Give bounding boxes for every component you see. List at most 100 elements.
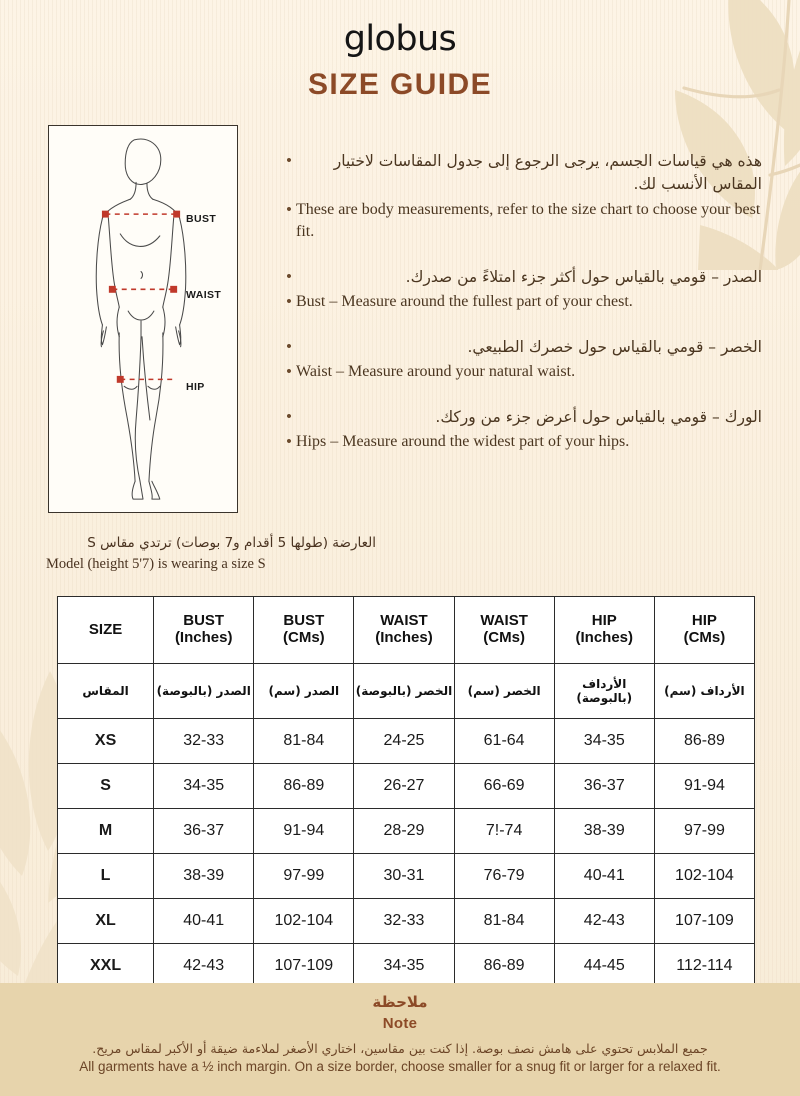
- table-row: S 34-35 86-89 26-27 66-69 36-37 91-94: [56, 763, 756, 809]
- cell-waist-inches: 28-29: [353, 808, 455, 854]
- header-size-line1: SIZE: [88, 620, 123, 638]
- bust-label: BUST: [186, 213, 217, 225]
- model-caption: العارضة (طولها 5 أقدام و7 بوصات) ترتدي م…: [46, 534, 376, 575]
- cell-bust-cms: 81-84: [253, 718, 355, 764]
- cell-waist-inches: 30-31: [353, 853, 455, 899]
- cell-bust-inches: 42-43: [153, 943, 255, 989]
- cell-size: XXL: [56, 943, 155, 989]
- model-caption-arabic: العارضة (طولها 5 أقدام و7 بوصات) ترتدي م…: [87, 535, 376, 551]
- waist-marker-right: [170, 285, 178, 293]
- instruction-group-bust: • الصدر – قومي بالقياس حول أكثر جزء امتل…: [282, 266, 762, 314]
- cell-hip-inches: 36-37: [553, 763, 655, 809]
- cell-waist-cms: 76-79: [453, 853, 555, 899]
- header-hip-cms: HIP (CMs): [653, 596, 756, 664]
- hip-label: HIP: [186, 381, 205, 393]
- header-hip-inches: HIP (Inches): [553, 596, 655, 664]
- bullet-icon: •: [286, 407, 292, 425]
- bullet-icon: •: [286, 433, 292, 451]
- cell-waist-inches: 32-33: [353, 898, 455, 944]
- cell-bust-inches: 40-41: [153, 898, 255, 944]
- cell-waist-inches: 26-27: [353, 763, 455, 809]
- cell-size: L: [56, 853, 155, 899]
- header-line2: (Inches): [575, 629, 634, 646]
- cell-size: M: [56, 808, 155, 854]
- table-header-row-english: SIZE BUST (Inches) BUST (CMs) WAIST (Inc…: [56, 596, 756, 664]
- table-row: M 36-37 91-94 28-29 7!-74 38-39 97-99: [56, 808, 756, 854]
- cell-hip-inches: 42-43: [553, 898, 655, 944]
- model-caption-english: Model (height 5'7) is wearing a size S: [46, 555, 266, 572]
- header-ar-hip-cms: الأرداف (سم): [653, 663, 756, 719]
- cell-size: XL: [56, 898, 155, 944]
- measurement-instructions: • هذه هي قياسات الجسم، يرجى الرجوع إلى ج…: [282, 150, 762, 476]
- cell-bust-inches: 36-37: [153, 808, 255, 854]
- instruction-english: Hips – Measure around the widest part of…: [296, 433, 630, 451]
- cell-hip-inches: 38-39: [553, 808, 655, 854]
- model-illustration: [48, 125, 238, 513]
- bust-marker-right: [173, 210, 181, 218]
- header-size: SIZE: [56, 596, 155, 664]
- table-row: L 38-39 97-99 30-31 76-79 40-41 102-104: [56, 853, 756, 899]
- cell-waist-cms: 7!-74: [453, 808, 555, 854]
- waist-marker-left: [108, 285, 116, 293]
- cell-hip-inches: 34-35: [553, 718, 655, 764]
- cell-hip-cms: 112-114: [653, 943, 756, 989]
- cell-hip-cms: 97-99: [653, 808, 756, 854]
- bullet-icon: •: [286, 363, 292, 381]
- cell-hip-inches: 40-41: [553, 853, 655, 899]
- page-title: SIZE GUIDE: [307, 68, 493, 101]
- header-line2: (CMs): [283, 629, 325, 646]
- cell-hip-inches: 44-45: [553, 943, 655, 989]
- header-line2: (Inches): [375, 629, 433, 646]
- cell-size: S: [56, 763, 155, 809]
- cell-bust-inches: 38-39: [153, 853, 255, 899]
- header-line1: WAIST: [380, 612, 428, 630]
- cell-waist-cms: 66-69: [453, 763, 555, 809]
- header-waist-cms: WAIST (CMs): [453, 596, 555, 664]
- bullet-icon: •: [286, 337, 292, 355]
- cell-hip-cms: 107-109: [653, 898, 756, 944]
- cell-waist-cms: 86-89: [453, 943, 555, 989]
- cell-bust-cms: 86-89: [253, 763, 355, 809]
- cell-size: XS: [56, 718, 155, 764]
- note-body-arabic: جميع الملابس تحتوي على هامش نصف بوصة. إذ…: [92, 1041, 708, 1056]
- cell-hip-cms: 91-94: [653, 763, 756, 809]
- header-ar-size: المقاس: [56, 663, 155, 719]
- cell-bust-inches: 34-35: [153, 763, 255, 809]
- note-footer: ملاحظة Note جميع الملابس تحتوي على هامش …: [0, 983, 800, 1096]
- cell-waist-inches: 34-35: [353, 943, 455, 989]
- female-body-figure-icon: [95, 138, 187, 500]
- table-header-row-arabic: المقاس الصدر (بالبوصة) الصدر (سم) الخصر …: [56, 663, 756, 719]
- cell-hip-cms: 86-89: [653, 718, 756, 764]
- header-line1: HIP: [591, 612, 617, 630]
- instruction-english: These are body measurements, refer to th…: [296, 200, 761, 241]
- header-ar-hip-inches: الأرداف (بالبوصة): [553, 663, 655, 719]
- note-body-english: All garments have a ½ inch margin. On a …: [79, 1059, 721, 1074]
- cell-waist-cms: 81-84: [453, 898, 555, 944]
- instruction-group-waist: • الخصر – قومي بالقياس حول خصرك الطبيعي.…: [282, 336, 762, 384]
- header-ar-bust-inches: الصدر (بالبوصة): [153, 663, 255, 719]
- table-row: XS 32-33 81-84 24-25 61-64 34-35 86-89: [56, 718, 756, 764]
- bust-marker-left: [101, 210, 109, 218]
- header-waist-inches: WAIST (Inches): [353, 596, 455, 664]
- header-line1: BUST: [283, 612, 325, 630]
- cell-bust-cms: 107-109: [253, 943, 355, 989]
- bullet-icon: •: [286, 293, 292, 311]
- note-title-arabic: ملاحظة: [372, 993, 428, 1011]
- header-ar-bust-cms: الصدر (سم): [253, 663, 355, 719]
- instruction-group-hips: • الورك – قومي بالقياس حول أعرض جزء من و…: [282, 406, 762, 454]
- cell-bust-cms: 97-99: [253, 853, 355, 899]
- brand-logo: globus: [343, 19, 457, 59]
- header-line1: BUST: [183, 612, 225, 630]
- header-ar-waist-inches: الخصر (بالبوصة): [353, 663, 455, 719]
- bullet-icon: •: [286, 200, 292, 218]
- header-ar-waist-cms: الخصر (سم): [453, 663, 555, 719]
- header-bust-inches: BUST (Inches): [153, 596, 255, 664]
- cell-waist-inches: 24-25: [353, 718, 455, 764]
- waist-label: WAIST: [186, 289, 222, 301]
- header-bust-cms: BUST (CMs): [253, 596, 355, 664]
- instruction-arabic: الخصر – قومي بالقياس حول خصرك الطبيعي.: [467, 337, 762, 356]
- size-chart-table: SIZE BUST (Inches) BUST (CMs) WAIST (Inc…: [56, 596, 756, 989]
- table-row: XL 40-41 102-104 32-33 81-84 42-43 107-1…: [56, 898, 756, 944]
- cell-hip-cms: 102-104: [653, 853, 756, 899]
- header-line2: (CMs): [483, 629, 525, 646]
